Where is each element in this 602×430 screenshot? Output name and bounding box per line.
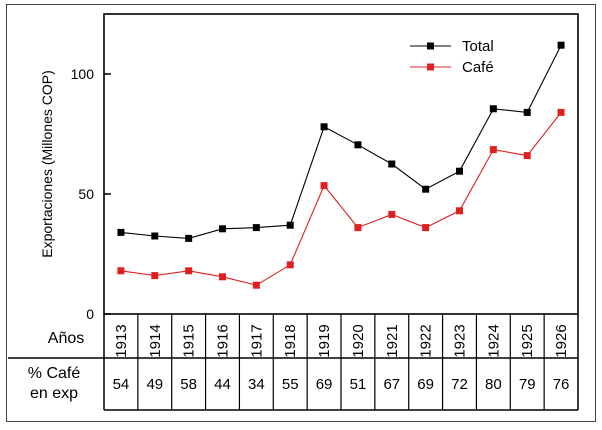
x-tick-label: 1920 xyxy=(350,324,367,357)
years-row-label: Años xyxy=(48,330,84,347)
x-tick-label: 1925 xyxy=(519,324,536,357)
data-point-total xyxy=(151,232,159,240)
data-point-café xyxy=(252,281,260,289)
legend-marker-café xyxy=(427,63,434,71)
y-tick-label: 100 xyxy=(71,66,95,82)
pct-cafe-cell: 58 xyxy=(180,376,197,393)
data-point-total xyxy=(117,228,125,236)
pct-cafe-cell: 69 xyxy=(316,376,333,393)
x-tick-label: 1922 xyxy=(418,324,435,357)
data-point-café xyxy=(557,108,565,116)
data-point-total xyxy=(286,221,294,229)
x-tick-label: 1923 xyxy=(452,324,469,357)
pct-cafe-cell: 79 xyxy=(519,376,536,393)
data-point-café xyxy=(354,224,362,232)
y-tick-label: 0 xyxy=(86,306,94,322)
data-point-total xyxy=(388,160,396,168)
data-point-total xyxy=(185,234,193,242)
data-point-café xyxy=(151,272,159,280)
figure-frame xyxy=(6,4,596,422)
series-line-total xyxy=(120,44,562,239)
pct-cafe-cell: 80 xyxy=(485,376,502,393)
legend-label-total: Total xyxy=(462,38,494,55)
data-point-café xyxy=(456,207,463,215)
x-tick-label: 1917 xyxy=(248,324,265,357)
series-line-café xyxy=(120,112,562,286)
pct-cafe-cell: 51 xyxy=(350,376,367,393)
data-point-total xyxy=(489,105,497,113)
data-point-total xyxy=(219,225,226,233)
legend-label-café: Café xyxy=(462,59,494,76)
data-point-café xyxy=(219,273,226,281)
data-point-total xyxy=(557,41,565,49)
x-tick-label: 1914 xyxy=(147,324,164,357)
x-tick-label: 1919 xyxy=(316,324,333,357)
y-axis-label: Exportaciones (Millones COP) xyxy=(39,70,55,258)
data-point-café xyxy=(523,152,531,160)
pct-cafe-cell: 76 xyxy=(553,376,570,393)
legend-marker-total xyxy=(427,42,434,50)
pct-cafe-cell: 49 xyxy=(146,376,163,393)
x-tick-label: 1924 xyxy=(485,324,502,357)
data-point-café xyxy=(117,267,125,275)
y-tick-label: 50 xyxy=(78,186,94,202)
data-point-café xyxy=(388,210,396,218)
x-tick-label: 1918 xyxy=(282,324,299,357)
pct-cafe-cell: 54 xyxy=(113,376,130,393)
pct-row-label-line1: % Café xyxy=(28,365,81,382)
pct-cafe-cell: 72 xyxy=(451,376,468,393)
pct-cafe-cell: 44 xyxy=(214,376,231,393)
plot-area xyxy=(103,13,579,315)
data-point-total xyxy=(523,108,531,116)
data-point-café xyxy=(422,224,430,232)
data-point-café xyxy=(489,146,497,154)
data-point-total xyxy=(252,224,260,232)
pct-row-label-line2: en exp xyxy=(30,385,78,402)
data-point-total xyxy=(422,185,430,193)
pct-cafe-cell: 34 xyxy=(248,376,265,393)
data-point-total xyxy=(456,167,463,175)
data-point-café xyxy=(320,182,328,190)
pct-cafe-cell: 69 xyxy=(417,376,434,393)
x-tick-label: 1921 xyxy=(384,324,401,357)
x-tick-label: 1926 xyxy=(553,324,570,357)
pct-cafe-cell: 55 xyxy=(282,376,299,393)
pct-cafe-cell: 67 xyxy=(383,376,400,393)
x-tick-label: 1915 xyxy=(181,324,198,357)
data-point-café xyxy=(286,261,294,269)
data-point-total xyxy=(320,123,328,131)
x-tick-label: 1913 xyxy=(113,324,130,357)
data-point-total xyxy=(354,141,362,149)
data-point-café xyxy=(185,267,193,275)
x-tick-label: 1916 xyxy=(215,324,232,357)
